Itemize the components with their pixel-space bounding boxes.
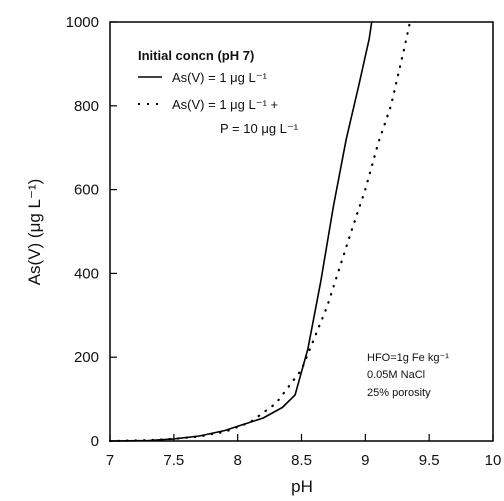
legend-entry-1: As(V) = 1 μg L⁻¹ [172, 70, 268, 85]
y-tick-label: 1000 [66, 14, 99, 31]
x-tick-label: 8.5 [291, 452, 312, 469]
x-tick-label: 10 [485, 452, 502, 469]
y-tick-label: 200 [74, 349, 99, 366]
legend-title: Initial concn (pH 7) [138, 48, 254, 63]
y-tick-label: 0 [91, 433, 99, 450]
conditions-note: HFO=1g Fe kg⁻¹ 0.05M NaCl 25% porosity [367, 352, 449, 399]
x-tick-label: 9.5 [419, 452, 440, 469]
x-tick-label: 7 [106, 452, 114, 469]
y-tick-label: 400 [74, 265, 99, 282]
note-line-1: HFO=1g Fe kg⁻¹ [367, 352, 449, 364]
y-tick-label: 600 [74, 182, 99, 199]
plot-frame [109, 21, 494, 442]
x-axis-title: pH [291, 477, 313, 496]
series-group [108, 20, 412, 443]
legend-entry-2-line-1: As(V) = 1 μg L⁻¹ + [172, 97, 278, 112]
x-tick-label: 7.5 [163, 452, 184, 469]
x-tick-label: 9 [361, 452, 369, 469]
x-axis-ticks: 7 7.5 8 8.5 9 9.5 10 [106, 434, 502, 469]
legend-entry-2-line-2: P = 10 μg L⁻¹ [220, 121, 299, 136]
note-line-3: 25% porosity [367, 387, 431, 399]
y-tick-label: 800 [74, 98, 99, 115]
y-axis-title: As(V) (μg L⁻¹) [25, 179, 44, 286]
legend: Initial concn (pH 7) As(V) = 1 μg L⁻¹ As… [138, 48, 299, 136]
note-line-2: 0.05M NaCl [367, 369, 425, 381]
y-axis-ticks: 0 200 400 600 800 1000 [66, 14, 117, 450]
x-tick-label: 8 [233, 452, 241, 469]
